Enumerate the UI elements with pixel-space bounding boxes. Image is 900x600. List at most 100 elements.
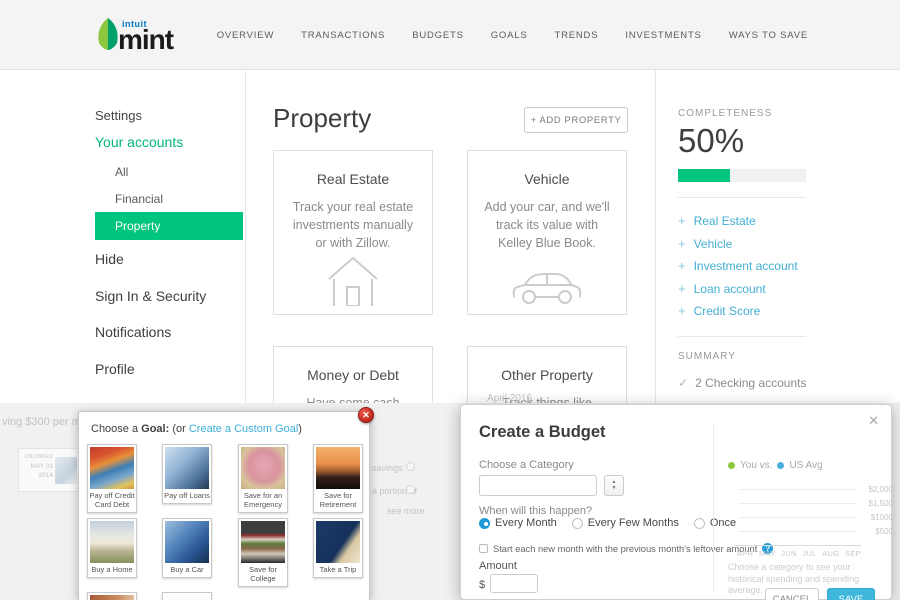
radio-every-few-months[interactable]: Every Few Months bbox=[571, 517, 679, 529]
gridline bbox=[739, 517, 857, 518]
credit-cards-photo bbox=[90, 447, 134, 489]
goal-card-save-for-retirement[interactable]: Save for Retirement bbox=[313, 444, 363, 513]
nav-overview[interactable]: OVERVIEW bbox=[216, 29, 275, 41]
help-icon[interactable]: ? bbox=[762, 543, 774, 554]
category-input[interactable] bbox=[479, 475, 597, 496]
add-vehicle-link[interactable]: + Vehicle bbox=[678, 236, 733, 251]
goal-card-save-for-emergency[interactable]: Save for an Emergency bbox=[238, 444, 288, 513]
summary-checking-accounts: ✓ 2 Checking accounts bbox=[678, 376, 807, 390]
gridline bbox=[739, 531, 857, 532]
unlinked-account-card: UNLINKED MAY 01 2014 bbox=[18, 448, 80, 492]
card-description: Add your car, and we'll track its value … bbox=[484, 200, 610, 250]
house-photo bbox=[90, 521, 134, 563]
sidebar-item-notifications[interactable]: Notifications bbox=[95, 324, 172, 340]
sidebar-settings-label: Settings bbox=[95, 108, 142, 123]
rollover-checkbox-label: Start each new month with the previous m… bbox=[493, 543, 758, 554]
sidebar-item-property[interactable]: Property bbox=[95, 212, 243, 240]
add-loan-account-link[interactable]: + Loan account bbox=[678, 281, 766, 296]
partial-photo bbox=[90, 595, 134, 600]
sidebar-item-financial[interactable]: Financial bbox=[115, 192, 164, 206]
intuit-wordmark: intuit bbox=[122, 19, 147, 29]
mint-leaf-icon bbox=[98, 18, 118, 50]
completeness-percent: 50% bbox=[678, 122, 745, 159]
background-radio-circle bbox=[406, 462, 415, 471]
save-button[interactable]: SAVE bbox=[827, 588, 875, 600]
completeness-progress-fill bbox=[678, 169, 731, 182]
nav-investments[interactable]: INVESTMENTS bbox=[625, 29, 702, 41]
sidebar-item-profile[interactable]: Profile bbox=[95, 361, 135, 377]
you-legend-dot bbox=[728, 462, 735, 469]
sunset-chairs-photo bbox=[316, 447, 360, 489]
card-description: Track your real estate investments manua… bbox=[292, 200, 414, 250]
category-stepper[interactable]: ▲ ▼ bbox=[604, 475, 624, 496]
property-card-real-estate[interactable]: Real Estate Track your real estate inves… bbox=[273, 150, 433, 315]
x-axis-line bbox=[735, 545, 861, 546]
background-fragment-savings: savings bbox=[372, 463, 403, 473]
gridline bbox=[739, 503, 857, 504]
add-investment-account-link[interactable]: + Investment account bbox=[678, 258, 798, 273]
nav-ways-to-save[interactable]: WAYS TO SAVE bbox=[728, 29, 808, 41]
when-label: When will this happen? bbox=[479, 505, 593, 517]
goal-card-save-for-college[interactable]: Save for College bbox=[238, 518, 288, 587]
card-title: Other Property bbox=[501, 367, 593, 383]
piggy-bank-photo bbox=[241, 447, 285, 489]
rollover-checkbox[interactable] bbox=[479, 544, 488, 553]
background-saving-text: ving $300 per mon bbox=[2, 416, 94, 428]
y-axis-label: $2,000 bbox=[868, 485, 893, 494]
goal-card-pay-off-credit-card-debt[interactable]: Pay off Credit Card Debt bbox=[87, 444, 137, 513]
partial-photo bbox=[165, 595, 209, 600]
goal-card-partial[interactable] bbox=[87, 592, 137, 600]
goal-dialog-title: Choose a Goal: (or Create a Custom Goal) bbox=[91, 423, 302, 435]
close-icon[interactable]: ✕ bbox=[868, 413, 879, 428]
add-credit-score-link[interactable]: + Credit Score bbox=[678, 303, 761, 318]
nav-transactions[interactable]: TRANSACTIONS bbox=[301, 29, 386, 41]
radio-icon bbox=[693, 517, 705, 529]
background-month-label: April 2016 bbox=[487, 393, 533, 404]
amount-input[interactable] bbox=[490, 574, 538, 593]
frequency-radio-group: Every Month Every Few Months Once bbox=[479, 517, 736, 529]
category-label: Choose a Category bbox=[479, 459, 574, 471]
chart-legend: You vs. US Avg bbox=[728, 460, 823, 471]
goal-card-take-a-trip[interactable]: Take a Trip bbox=[313, 518, 363, 578]
passport-photo bbox=[316, 521, 360, 563]
completeness-progressbar bbox=[678, 169, 806, 182]
mint-logo[interactable]: intuit mint bbox=[96, 16, 174, 55]
radio-icon bbox=[571, 517, 583, 529]
add-property-button[interactable]: + ADD PROPERTY bbox=[524, 107, 628, 133]
sidebar-item-all[interactable]: All bbox=[115, 165, 129, 179]
y-axis-label: $1,500 bbox=[868, 499, 893, 508]
divider bbox=[678, 197, 806, 198]
nav-budgets[interactable]: BUDGETS bbox=[412, 29, 464, 41]
cancel-button[interactable]: CANCEL bbox=[765, 588, 819, 600]
plus-icon: + bbox=[678, 213, 686, 228]
summary-heading: SUMMARY bbox=[678, 351, 736, 362]
unlinked-date-line1: MAY 01 bbox=[30, 463, 53, 470]
property-card-vehicle[interactable]: Vehicle Add your car, and we'll track it… bbox=[467, 150, 627, 315]
radio-every-month[interactable]: Every Month bbox=[479, 517, 557, 529]
plus-icon: + bbox=[678, 303, 686, 318]
nav-trends[interactable]: TRENDS bbox=[554, 29, 599, 41]
currency-symbol: $ bbox=[479, 579, 486, 591]
sidebar-item-hide[interactable]: Hide bbox=[95, 251, 124, 267]
plus-icon: + bbox=[678, 258, 686, 273]
unlinked-label: UNLINKED bbox=[24, 454, 53, 460]
goal-card-pay-off-loans[interactable]: Pay off Loans bbox=[162, 444, 212, 504]
top-header: intuit mint OVERVIEW TRANSACTIONS BUDGET… bbox=[0, 0, 900, 70]
sidebar-item-your-accounts[interactable]: Your accounts bbox=[95, 134, 184, 150]
create-budget-dialog: ✕ Create a Budget Choose a Category ▲ ▼ W… bbox=[460, 404, 893, 600]
background-fragment-portion: a portion of bbox=[372, 486, 418, 496]
sidebar-divider bbox=[245, 70, 246, 403]
close-icon[interactable]: ✕ bbox=[358, 407, 374, 423]
goal-card-buy-a-car[interactable]: Buy a Car bbox=[162, 518, 212, 578]
plus-icon: + bbox=[678, 236, 686, 251]
goal-card-partial[interactable] bbox=[162, 592, 212, 600]
add-real-estate-link[interactable]: + Real Estate bbox=[678, 213, 756, 228]
sidebar-item-sign-in-security[interactable]: Sign In & Security bbox=[95, 288, 207, 304]
house-outline-icon bbox=[328, 256, 378, 306]
goal-card-buy-a-home[interactable]: Buy a Home bbox=[87, 518, 137, 578]
nav-goals[interactable]: GOALS bbox=[490, 29, 528, 41]
create-custom-goal-link[interactable]: Create a Custom Goal bbox=[188, 423, 299, 435]
radio-selected-icon bbox=[479, 517, 490, 529]
radio-once[interactable]: Once bbox=[693, 517, 736, 529]
